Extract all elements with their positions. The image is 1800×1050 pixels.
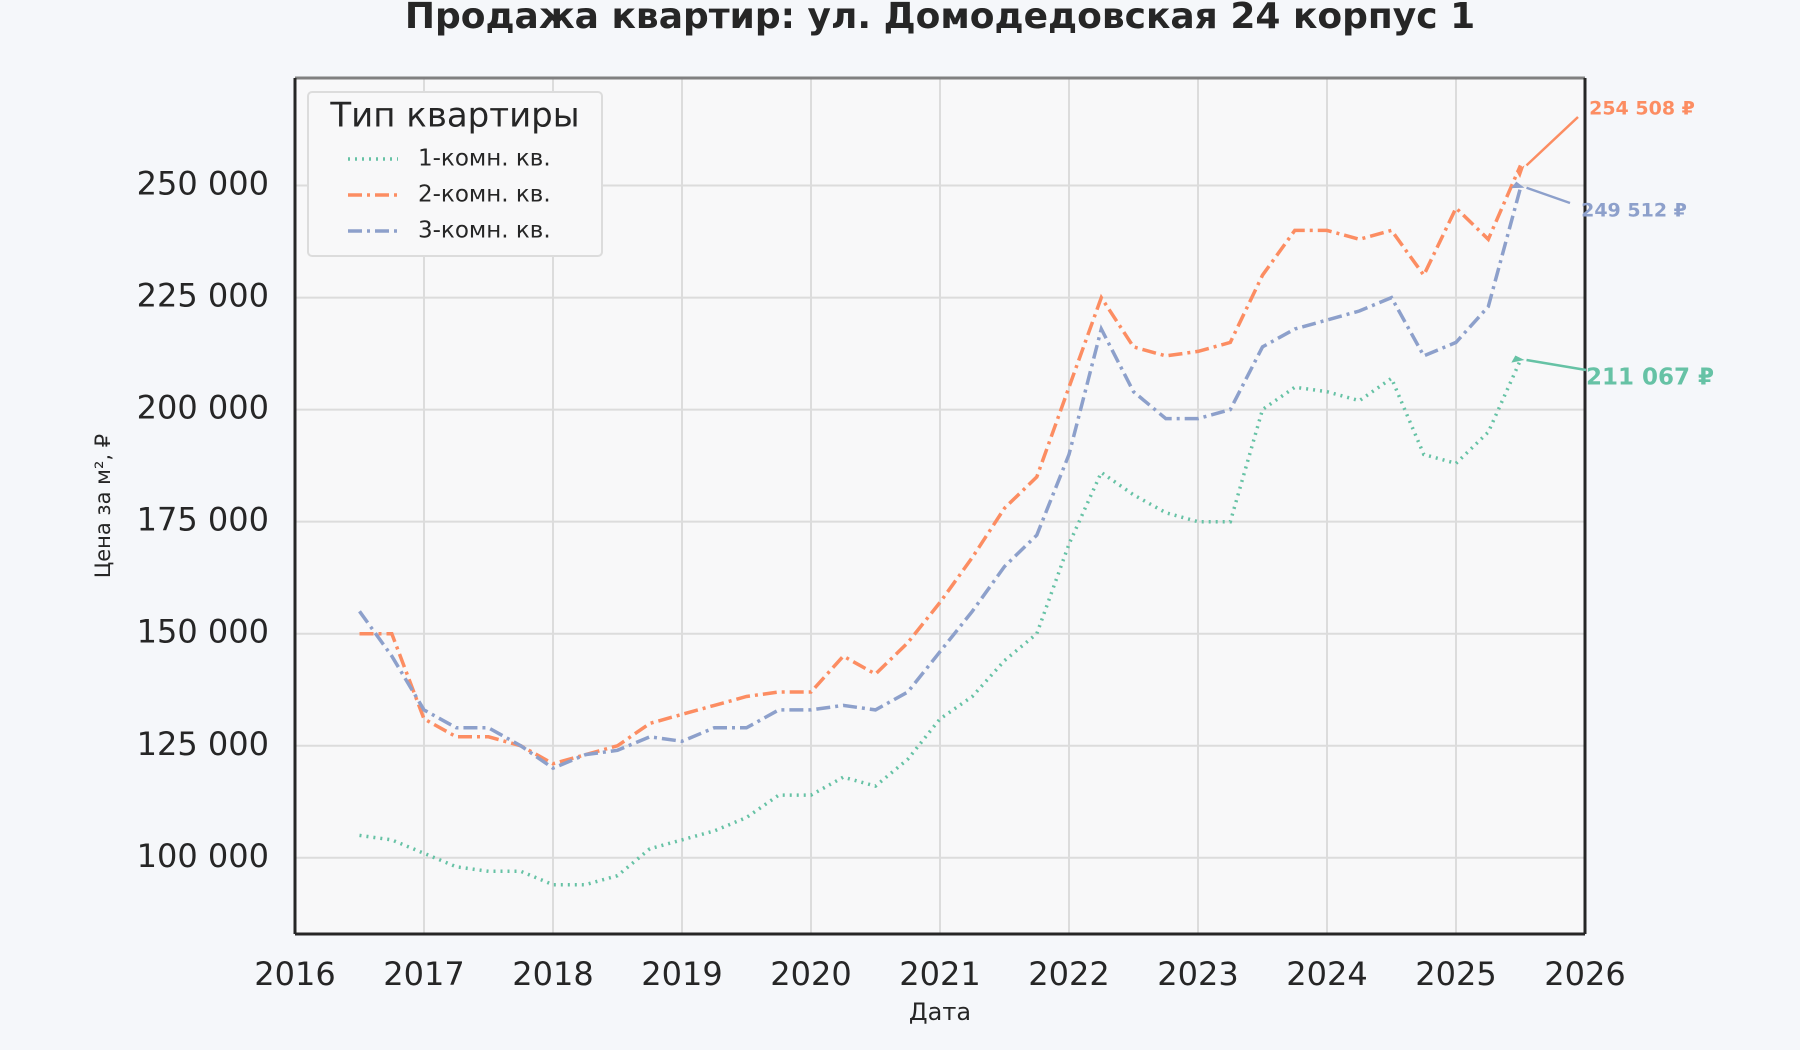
annotation: 254 508 ₽ bbox=[1589, 98, 1695, 120]
x-tick-label: 2026 bbox=[1544, 955, 1625, 993]
annotation-arrow bbox=[1526, 358, 1587, 372]
x-tick-label: 2022 bbox=[1028, 955, 1109, 993]
x-tick-label: 2017 bbox=[383, 955, 464, 993]
x-tick-label: 2016 bbox=[254, 955, 335, 993]
x-tick-label: 2020 bbox=[770, 955, 851, 993]
y-tick-label: 150 000 bbox=[137, 613, 269, 651]
annotation-arrow bbox=[1526, 186, 1571, 205]
annotation-arrowhead bbox=[1511, 181, 1525, 189]
legend-label: 1-комн. кв. bbox=[418, 146, 551, 172]
x-tick-label: 2019 bbox=[641, 955, 722, 993]
legend-label: 3-комн. кв. bbox=[418, 218, 551, 244]
y-tick-label: 125 000 bbox=[137, 725, 269, 763]
y-tick-label: 225 000 bbox=[137, 277, 269, 315]
annotation-arrow bbox=[1525, 116, 1579, 167]
x-tick-label: 2018 bbox=[512, 955, 593, 993]
y-tick-label: 100 000 bbox=[137, 837, 269, 875]
annotation-arrowhead bbox=[1515, 165, 1525, 179]
series-line bbox=[359, 359, 1523, 887]
series-line bbox=[358, 187, 1523, 771]
x-axis-label: Дата bbox=[909, 998, 971, 1026]
legend-title: Тип квартиры bbox=[329, 96, 579, 136]
x-tick-label: 2024 bbox=[1286, 955, 1367, 993]
x-tick-label: 2023 bbox=[1157, 955, 1238, 993]
x-tick-label: 2021 bbox=[899, 955, 980, 993]
annotation-arrowhead bbox=[1511, 355, 1525, 363]
y-tick-label: 175 000 bbox=[137, 501, 269, 539]
x-tick-label: 2025 bbox=[1415, 955, 1496, 993]
y-tick-label: 250 000 bbox=[137, 165, 269, 203]
y-axis-label: Цена за м², ₽ bbox=[91, 434, 115, 578]
legend-box bbox=[307, 91, 603, 257]
annotation: 249 512 ₽ bbox=[1581, 200, 1687, 222]
series-line bbox=[359, 164, 1523, 766]
legend-label: 2-комн. кв. bbox=[418, 182, 551, 208]
y-tick-label: 200 000 bbox=[137, 389, 269, 427]
annotation: 211 067 ₽ bbox=[1586, 365, 1714, 391]
chart-title: Продажа квартир: ул. Домодедовская 24 ко… bbox=[405, 0, 1475, 37]
